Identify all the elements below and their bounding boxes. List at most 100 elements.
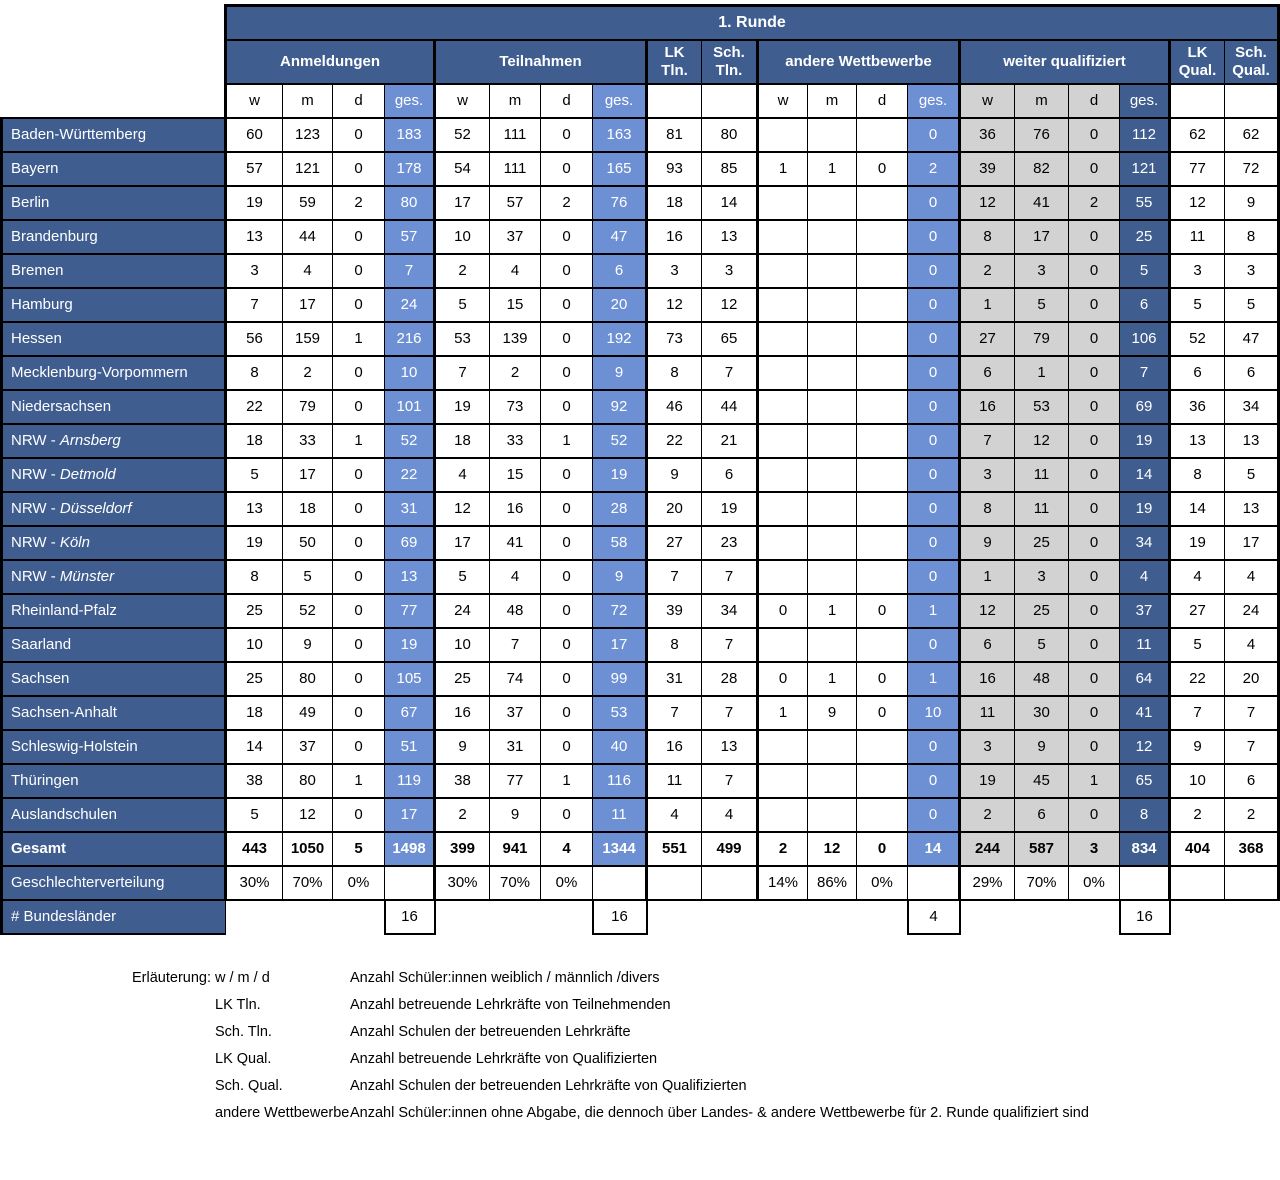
- cell-anm-ges: 51: [384, 728, 435, 765]
- cell-aw-m: 1: [807, 592, 857, 629]
- cell-wq-m: 12: [1014, 422, 1069, 459]
- cell-wq-ges: 19: [1119, 422, 1170, 459]
- subheader-aw-d: d: [856, 82, 908, 119]
- cell-wq-w: 1: [958, 286, 1015, 323]
- cell-teil-m: 48: [489, 592, 541, 629]
- cell-wq-m: 70%: [1014, 864, 1069, 901]
- table-row: Mecklenburg-Vorpommern 8 2 0 10 7 2 0 9 8 7 0 6 1 0 7 6 6: [0, 354, 1280, 391]
- table-row: Niedersachsen 22 79 0 101 19 73 0 92 46 44 0 16 53 0 69…: [0, 388, 1280, 425]
- cell-anm-w: 14: [224, 728, 283, 765]
- cell-wq-w: 16: [958, 660, 1015, 697]
- cell-lk-tln: 93: [645, 150, 702, 187]
- cell-teil-ges: 6: [592, 252, 647, 289]
- cell-wq-w: 8: [958, 490, 1015, 527]
- row-label: Schleswig-Holstein: [0, 728, 226, 765]
- cell-lk-qual: 7: [1168, 694, 1225, 731]
- cell-teil-ges: 72: [592, 592, 647, 629]
- cell-teil-d: 0: [540, 286, 593, 323]
- cell-lk-tln: 7: [645, 694, 702, 731]
- cell-wq-d: 0: [1068, 694, 1120, 731]
- cell-aw-w: [756, 422, 808, 459]
- cell-aw-m: 9: [807, 694, 857, 731]
- cell-wq-d: 3: [1068, 830, 1120, 867]
- cell-aw-m: [807, 286, 857, 323]
- row-label: Rheinland-Pfalz: [0, 592, 226, 629]
- row-label: Saarland: [0, 626, 226, 663]
- cell-wq-ges: 37: [1119, 592, 1170, 629]
- cell-teil-w: 399: [433, 830, 490, 867]
- cell-teil-ges: 19: [592, 456, 647, 493]
- cell-anm-m: [282, 899, 333, 934]
- cell-sch-qual: 17: [1224, 524, 1280, 561]
- cell-aw-d: 0: [856, 150, 908, 187]
- cell-sch-tln: 3: [701, 252, 758, 289]
- cell-teil-w: 5: [433, 558, 490, 595]
- cell-sch-qual: 4: [1224, 558, 1280, 595]
- cell-aw-ges: 0: [907, 558, 960, 595]
- row-label: NRW - Arnsberg: [0, 422, 226, 459]
- cell-sch-qual: 6: [1224, 354, 1280, 391]
- cell-lk-qual: 8: [1168, 456, 1225, 493]
- cell-anm-m: 9: [282, 626, 333, 663]
- cell-anm-ges: 67: [384, 694, 435, 731]
- cell-aw-w: [756, 490, 808, 527]
- cell-aw-d: [856, 388, 908, 425]
- cell-teil-m: 111: [489, 116, 541, 153]
- cell-wq-ges: [1119, 864, 1170, 901]
- cell-lk-qual: 4: [1168, 558, 1225, 595]
- cell-wq-w: 9: [958, 524, 1015, 561]
- row-label: NRW - Köln: [0, 524, 226, 561]
- cell-aw-ges: [907, 864, 960, 901]
- cell-teil-d: 0: [540, 796, 593, 833]
- cell-teil-w: 38: [433, 762, 490, 799]
- cell-teil-m: 74: [489, 660, 541, 697]
- cell-anm-ges: 24: [384, 286, 435, 323]
- cell-anm-m: 17: [282, 456, 333, 493]
- cell-aw-ges: 4: [906, 898, 961, 935]
- cell-aw-w: [756, 218, 808, 255]
- cell-teil-w: 52: [433, 116, 490, 153]
- cell-teil-ges: 16: [591, 898, 648, 935]
- cell-wq-ges: 65: [1119, 762, 1170, 799]
- cell-wq-d: 0: [1068, 524, 1120, 561]
- cell-aw-ges: 0: [907, 388, 960, 425]
- cell-wq-d: 1: [1068, 762, 1120, 799]
- cell-anm-ges: 216: [384, 320, 435, 357]
- cell-sch-tln: 80: [701, 116, 758, 153]
- cell-lk-tln: [645, 864, 702, 901]
- header-round-title: 1. Runde: [224, 4, 1280, 41]
- cell-sch-qual: 5: [1224, 456, 1280, 493]
- cell-aw-m: [807, 558, 857, 595]
- cell-aw-d: 0%: [856, 864, 908, 901]
- cell-wq-m: 587: [1014, 830, 1069, 867]
- cell-teil-ges: 99: [592, 660, 647, 697]
- cell-teil-m: 41: [489, 524, 541, 561]
- cell-sch-tln: 44: [701, 388, 758, 425]
- cell-wq-ges: 41: [1119, 694, 1170, 731]
- cell-anm-m: 5: [282, 558, 333, 595]
- cell-anm-m: 33: [282, 422, 333, 459]
- cell-anm-d: 0: [332, 218, 385, 255]
- cell-sch-qual: 368: [1224, 830, 1280, 867]
- cell-anm-w: 13: [224, 218, 283, 255]
- cell-teil-ges: 17: [592, 626, 647, 663]
- cell-anm-d: 0: [332, 728, 385, 765]
- cell-aw-ges: 0: [907, 456, 960, 493]
- cell-sch-tln: 14: [701, 184, 758, 221]
- cell-anm-d: 0: [332, 796, 385, 833]
- cell-sch-tln: 12: [701, 286, 758, 323]
- cell-lk-qual: 22: [1168, 660, 1225, 697]
- legend-item: andere Wettbewerbe Anzahl Schüler:innen …: [0, 1100, 1280, 1127]
- cell-lk-tln: 46: [645, 388, 702, 425]
- subheader-sch-tln-empty: [701, 82, 758, 119]
- cell-anm-m: 2: [282, 354, 333, 391]
- cell-lk-tln: 81: [645, 116, 702, 153]
- cell-teil-m: 77: [489, 762, 541, 799]
- subheader-anm-m: m: [282, 82, 333, 119]
- cell-teil-d: [540, 899, 593, 934]
- cell-wq-ges: 11: [1119, 626, 1170, 663]
- cell-aw-w: [756, 456, 808, 493]
- table-row: Sachsen-Anhalt 18 49 0 67 16 37 0 53 7 7 1 9 0 10 11 30 0…: [0, 694, 1280, 731]
- cell-aw-w: [756, 796, 808, 833]
- cell-aw-d: [856, 626, 908, 663]
